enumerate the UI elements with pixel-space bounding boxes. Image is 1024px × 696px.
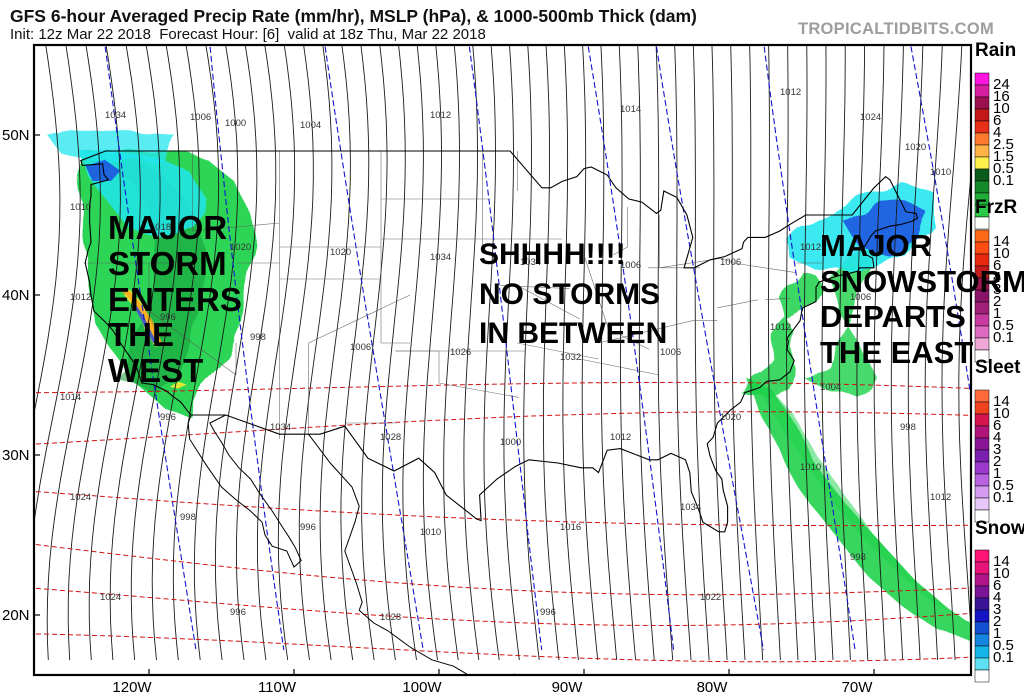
svg-text:1010: 1010 — [420, 527, 441, 538]
svg-text:1032: 1032 — [560, 352, 581, 363]
svg-text:1006: 1006 — [350, 342, 371, 353]
svg-text:1012: 1012 — [780, 87, 801, 98]
svg-text:1012: 1012 — [770, 322, 791, 333]
svg-text:1014: 1014 — [620, 104, 641, 115]
svg-text:1028: 1028 — [380, 612, 401, 623]
svg-text:Rain: Rain — [975, 40, 1016, 61]
svg-text:996: 996 — [300, 522, 316, 533]
svg-text:1020: 1020 — [720, 412, 741, 423]
svg-text:1024: 1024 — [70, 492, 91, 503]
svg-text:1016: 1016 — [560, 522, 581, 533]
svg-text:1020: 1020 — [905, 142, 926, 153]
svg-text:1012: 1012 — [70, 292, 91, 303]
svg-text:50N: 50N — [2, 127, 30, 144]
svg-text:30N: 30N — [2, 447, 30, 464]
svg-text:998: 998 — [850, 552, 866, 563]
svg-text:1006: 1006 — [190, 112, 211, 123]
svg-text:1034: 1034 — [680, 502, 701, 513]
svg-text:1010: 1010 — [930, 167, 951, 178]
svg-text:996: 996 — [540, 607, 556, 618]
svg-text:996: 996 — [230, 607, 246, 618]
svg-text:90W: 90W — [552, 679, 584, 696]
svg-text:1014: 1014 — [60, 392, 81, 403]
svg-text:1010: 1010 — [70, 202, 91, 213]
svg-text:1012: 1012 — [610, 432, 631, 443]
svg-text:80W: 80W — [697, 679, 729, 696]
svg-text:110W: 110W — [258, 679, 297, 696]
svg-text:1026: 1026 — [450, 347, 471, 358]
svg-text:1012: 1012 — [430, 110, 451, 121]
svg-text:1010: 1010 — [800, 462, 821, 473]
svg-text:1020: 1020 — [330, 247, 351, 258]
svg-text:0.1: 0.1 — [993, 489, 1014, 506]
svg-text:FrzR: FrzR — [975, 197, 1018, 218]
svg-text:1034: 1034 — [430, 252, 451, 263]
svg-text:Snow: Snow — [975, 518, 1024, 539]
svg-text:0.1: 0.1 — [993, 649, 1014, 666]
svg-text:1024: 1024 — [860, 112, 881, 123]
svg-text:40N: 40N — [2, 287, 30, 304]
svg-text:20N: 20N — [2, 607, 30, 624]
svg-text:1012: 1012 — [930, 492, 951, 503]
svg-text:998: 998 — [250, 332, 266, 343]
svg-text:0.1: 0.1 — [993, 172, 1014, 189]
svg-text:1034: 1034 — [270, 422, 291, 433]
svg-text:1000: 1000 — [225, 118, 246, 129]
svg-text:1004: 1004 — [300, 120, 321, 131]
svg-text:998: 998 — [900, 422, 916, 433]
svg-text:1028: 1028 — [380, 432, 401, 443]
svg-text:1012: 1012 — [800, 242, 821, 253]
svg-text:998: 998 — [180, 512, 196, 523]
svg-text:996: 996 — [160, 412, 176, 423]
svg-text:100W: 100W — [402, 679, 442, 696]
svg-text:1004: 1004 — [820, 382, 841, 393]
svg-text:1000: 1000 — [500, 437, 521, 448]
svg-text:1022: 1022 — [700, 592, 721, 603]
svg-text:1024: 1024 — [100, 592, 121, 603]
svg-text:120W: 120W — [112, 679, 152, 696]
svg-text:1006: 1006 — [720, 257, 741, 268]
svg-text:1034: 1034 — [105, 110, 126, 121]
svg-text:70W: 70W — [842, 679, 874, 696]
